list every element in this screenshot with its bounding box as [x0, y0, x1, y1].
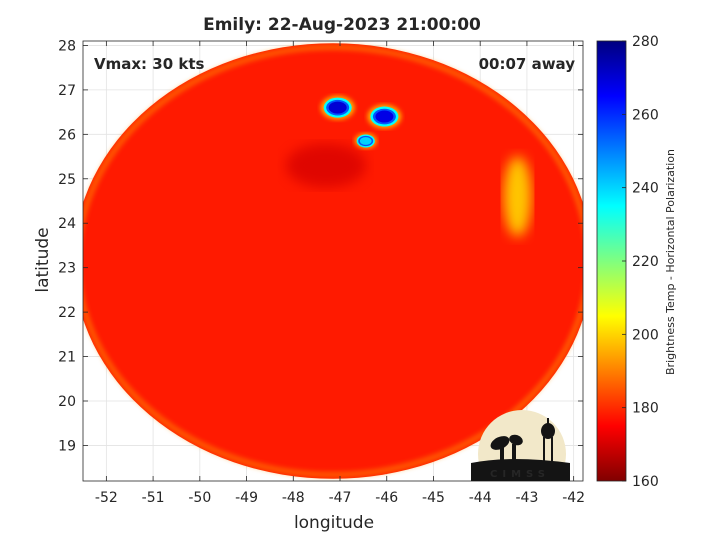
- swath-rim: [83, 44, 583, 478]
- logo-ground: [471, 459, 570, 481]
- x-tick-label: -43: [515, 490, 538, 506]
- feature-warm-area: [503, 156, 532, 237]
- y-axis: 19 20 21 22 23 24 25 26 27 28: [58, 38, 583, 454]
- colorbar-tick-label: 280: [632, 34, 659, 50]
- colorbar: [596, 40, 627, 482]
- y-tick-label: 24: [58, 216, 76, 232]
- colorbar-tick-label: 260: [632, 107, 659, 123]
- colorbar-tick-label: 160: [632, 474, 659, 490]
- y-tick-label: 26: [58, 127, 76, 143]
- x-tick-label: -50: [188, 490, 211, 506]
- x-tick-label: -46: [375, 490, 398, 506]
- x-tick-label: -42: [562, 490, 585, 506]
- x-tick-label: -52: [95, 490, 118, 506]
- satellite-dish-icon: [490, 434, 523, 462]
- water-tower-icon: [541, 418, 555, 461]
- x-tick-label: -47: [329, 490, 352, 506]
- feature-cold-cell: [320, 95, 355, 120]
- feature-warm-area: [285, 143, 366, 188]
- colorbar-axis: 160 180 200 220 240 260 280: [622, 34, 659, 490]
- x-tick-label: -51: [142, 490, 165, 506]
- vmax-annotation: Vmax: 30 kts: [94, 55, 204, 73]
- time-away-annotation: 00:07 away: [479, 55, 576, 73]
- y-tick-label: 27: [58, 83, 76, 99]
- feature-cold-cell: [367, 104, 402, 129]
- y-tick-label: 25: [58, 172, 76, 188]
- feature-cold-cell: [354, 133, 377, 149]
- axes-frame: [82, 40, 584, 482]
- y-tick-label: 20: [58, 394, 76, 410]
- colorbar-label: Brightness Temp - Horizontal Polarizatio…: [664, 149, 677, 375]
- x-tick-label: -44: [469, 490, 492, 506]
- x-tick-label: -48: [282, 490, 305, 506]
- y-tick-label: 21: [58, 350, 76, 366]
- cimss-logo: CIMSS: [471, 410, 570, 481]
- chart-title: Emily: 22-Aug-2023 21:00:00: [203, 15, 481, 35]
- logo-text: CIMSS: [490, 469, 550, 480]
- y-tick-label: 19: [58, 438, 76, 454]
- x-axis-label: longitude: [294, 513, 374, 533]
- x-axis: -52 -51 -50 -49 -48 -47 -46 -45 -44 -43 -42: [95, 41, 585, 506]
- x-tick-label: -49: [235, 490, 258, 506]
- colorbar-tick-label: 220: [632, 254, 659, 270]
- y-tick-label: 28: [58, 38, 76, 54]
- colorbar-tick-label: 240: [632, 181, 659, 197]
- y-axis-label: latitude: [33, 227, 53, 292]
- y-tick-label: 23: [58, 261, 76, 277]
- x-tick-label: -45: [422, 490, 445, 506]
- colorbar-tick-label: 180: [632, 401, 659, 417]
- y-tick-label: 22: [58, 305, 76, 321]
- swath-layer: [83, 43, 583, 479]
- colorbar-tick-label: 200: [632, 327, 659, 343]
- swath-disc: [83, 43, 583, 479]
